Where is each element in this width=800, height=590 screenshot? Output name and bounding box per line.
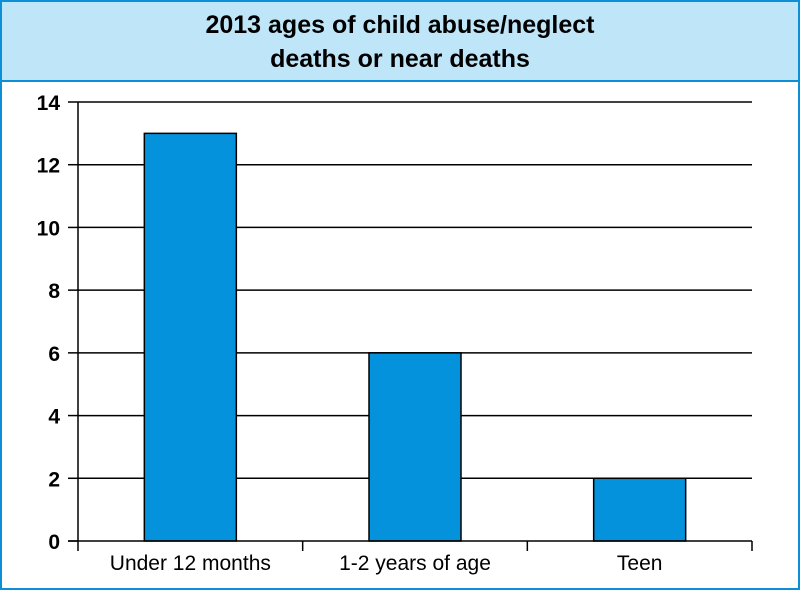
- x-tick-label: 1-2 years of age: [339, 552, 491, 575]
- y-tick-label: 6: [48, 343, 60, 366]
- chart-title: 2013 ages of child abuse/neglect deaths …: [2, 8, 798, 76]
- x-tick-label: Teen: [617, 552, 663, 575]
- y-tick-label: 2: [48, 468, 60, 491]
- chart-title-line-2: deaths or near deaths: [270, 45, 530, 73]
- y-tick-label: 8: [48, 280, 60, 303]
- bar: [592, 477, 687, 542]
- bar: [368, 352, 462, 542]
- y-tick-label: 12: [37, 155, 60, 178]
- y-tick-label: 14: [37, 92, 61, 115]
- y-tick-label: 4: [48, 406, 60, 429]
- bar: [143, 132, 238, 542]
- chart-title-line-1: 2013 ages of child abuse/neglect: [205, 11, 595, 39]
- chart-title-bar: 2013 ages of child abuse/neglect deaths …: [2, 2, 798, 82]
- y-tick-label: 0: [48, 531, 60, 554]
- x-tick-label: Under 12 months: [110, 552, 271, 575]
- y-tick-label: 10: [37, 217, 60, 240]
